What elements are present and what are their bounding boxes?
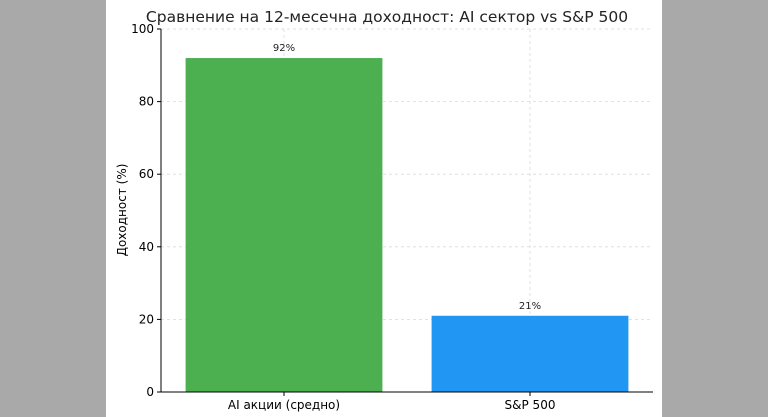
x-tick-label: AI акции (средно) [228,398,340,412]
y-tick-label: 40 [139,240,154,254]
y-tick-label: 60 [139,167,154,181]
chart-title: Сравнение на 12-месечна доходност: AI се… [146,8,628,26]
bars [185,58,629,392]
x-tick-label: S&P 500 [505,398,556,412]
bar-2 [431,315,629,392]
data-labels: 92% 21% [273,43,541,312]
bar-chart: Сравнение на 12-месечна доходност: AI се… [115,8,653,412]
chart-figure: Сравнение на 12-месечна доходност: AI се… [106,0,662,417]
y-tick-label: 100 [131,22,154,36]
y-ticks: 0 20 40 60 80 100 [131,22,161,399]
bar-1 [185,58,383,392]
data-label: 92% [273,43,295,54]
axes [160,29,653,393]
x-ticks: AI акции (средно) S&P 500 [228,392,556,412]
y-tick-label: 0 [146,385,154,399]
y-tick-label: 20 [139,312,154,326]
y-tick-label: 80 [139,95,154,109]
y-axis-label: Доходност (%) [115,164,129,257]
data-label: 21% [519,301,541,312]
